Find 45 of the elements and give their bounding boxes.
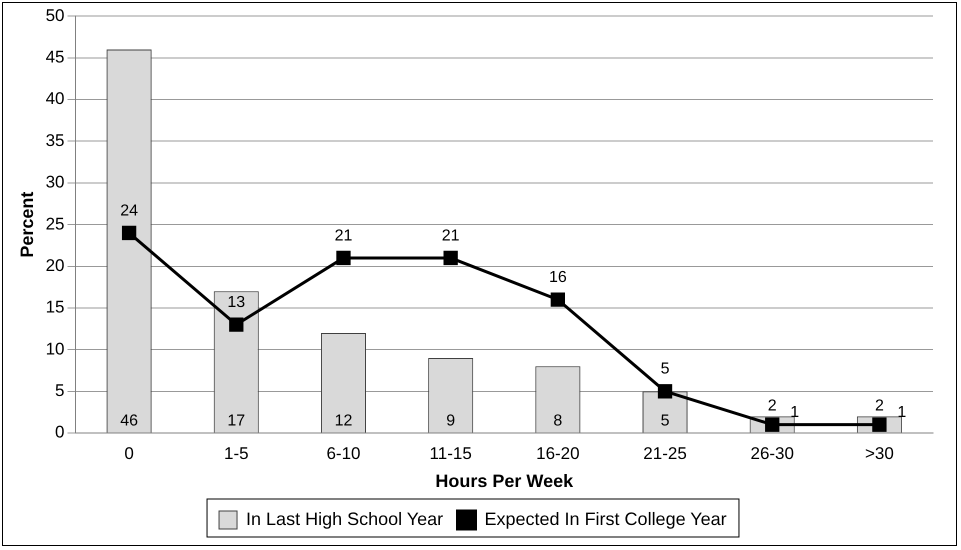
point (229, 317, 244, 332)
data-label: 9 (446, 412, 456, 430)
data-label: 2 (768, 398, 777, 415)
x-tick-label: 26-30 (750, 444, 794, 463)
y-tick-label: 30 (46, 172, 65, 192)
data-label: 1 (897, 404, 906, 422)
y-tick-label: 20 (46, 256, 65, 275)
data-label: 17 (227, 412, 246, 430)
point (336, 250, 351, 266)
y-tick-label: 0 (55, 422, 65, 442)
point (444, 250, 458, 266)
legend-label: Expected In First College Year (484, 508, 727, 529)
data-label: 21 (334, 227, 352, 244)
x-tick-label: 16-20 (536, 444, 580, 463)
data-label: 46 (120, 412, 138, 430)
point (122, 226, 136, 240)
data-label: 8 (553, 412, 562, 430)
x-tick-label: >30 (864, 444, 894, 463)
y-axis-title: Percent (16, 192, 37, 258)
x-axis-title: Hours Per Week (435, 471, 574, 492)
y-tick-label: 45 (46, 48, 65, 67)
x-tick-label: 1-5 (224, 444, 249, 463)
y-tick-label: 25 (46, 214, 65, 234)
y-tick-label: 10 (46, 339, 65, 358)
y-tick-label: 50 (46, 6, 65, 25)
point (658, 384, 672, 398)
legend-label: In Last High School Year (246, 508, 444, 529)
data-label: 1 (790, 404, 800, 422)
y-tick-label: 5 (55, 381, 65, 400)
data-label: 12 (334, 412, 352, 430)
point (550, 292, 566, 307)
data-label: 5 (660, 360, 670, 378)
y-tick-label: 35 (46, 130, 65, 150)
x-tick-label: 21-25 (643, 444, 687, 463)
data-label: 24 (120, 202, 138, 220)
data-label: 2 (874, 398, 884, 415)
y-tick-label: 40 (46, 89, 65, 108)
data-label: 13 (227, 294, 246, 312)
y-tick-label: 15 (46, 298, 65, 317)
x-tick-label: 0 (124, 444, 134, 463)
data-label: 16 (548, 269, 567, 286)
x-tick-label: 11-15 (430, 444, 472, 463)
data-label: 21 (442, 227, 460, 244)
x-tick-label: 6-10 (326, 444, 360, 463)
data-label: 5 (660, 412, 670, 430)
